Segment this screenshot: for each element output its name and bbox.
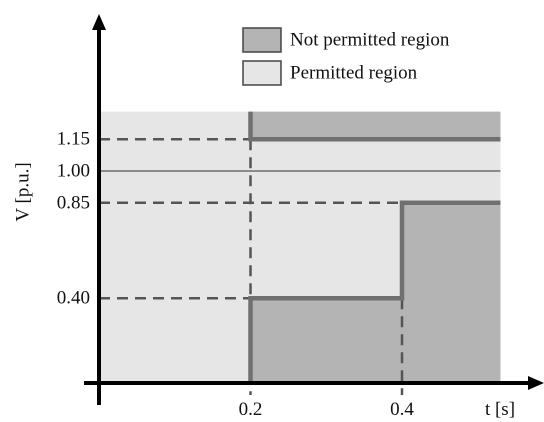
y-tick-label: 0.85 bbox=[57, 192, 90, 213]
lower-limit-line bbox=[248, 200, 501, 383]
not-permitted-region-upper bbox=[250, 111, 501, 140]
y-axis-arrow bbox=[92, 14, 106, 30]
x-tick-label: 0.2 bbox=[239, 399, 263, 420]
dashed-guides-layer bbox=[99, 137, 404, 395]
regions-layer bbox=[99, 111, 501, 383]
y-tick-label: 1.00 bbox=[57, 161, 90, 182]
series-layer bbox=[248, 111, 501, 383]
x-axis-arrow bbox=[528, 376, 544, 390]
x-tick-label: 0.4 bbox=[390, 399, 414, 420]
not-permitted-region-lower-1 bbox=[250, 298, 402, 383]
y-tick-label: 0.40 bbox=[57, 288, 90, 309]
legend-swatch-2 bbox=[242, 60, 282, 86]
tick-labels-layer: 0.40 0.85 1.00 1.15 0.2 0.4 bbox=[57, 129, 415, 420]
y-tick-label: 1.15 bbox=[57, 129, 90, 150]
upper-limit-line bbox=[248, 111, 501, 142]
legend: Not permitted region Permitted region bbox=[242, 27, 450, 86]
axes-layer bbox=[84, 14, 544, 405]
legend-swatch-1 bbox=[242, 27, 282, 53]
legend-label-1: Not permitted region bbox=[290, 30, 450, 51]
legend-label-2: Permitted region bbox=[290, 63, 418, 84]
y-axis-label: V [p.u.] bbox=[12, 162, 33, 221]
x-axis-label: t [s] bbox=[485, 399, 515, 420]
not-permitted-region-lower-2 bbox=[402, 202, 501, 383]
